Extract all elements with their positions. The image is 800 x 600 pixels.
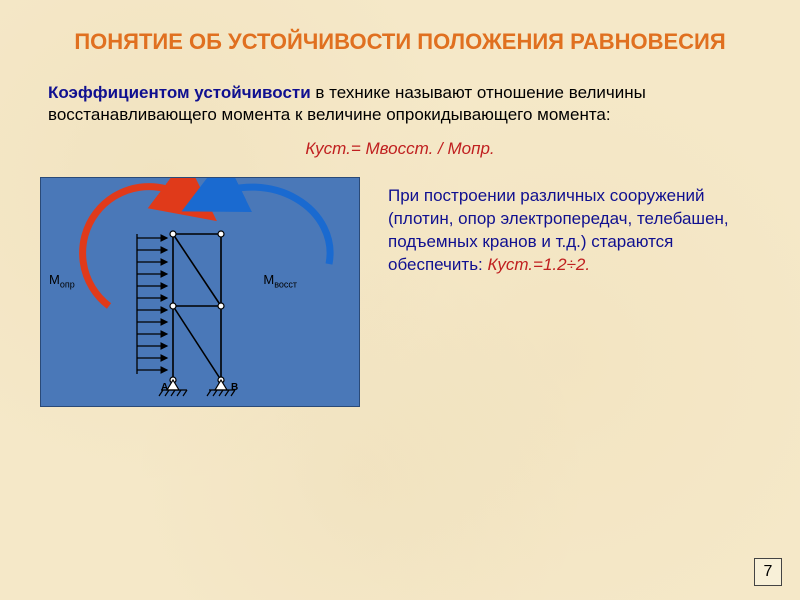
content-row: Мопр Мвосст bbox=[0, 177, 800, 407]
node-label-B: В bbox=[231, 382, 238, 393]
node-label-A: А bbox=[161, 382, 168, 393]
page-number: 7 bbox=[754, 558, 782, 586]
diagram-svg: А В bbox=[41, 178, 361, 408]
truss-joints bbox=[170, 231, 224, 383]
intro-paragraph: Коэффициентом устойчивости в технике наз… bbox=[0, 64, 800, 132]
load-arrows bbox=[137, 238, 167, 370]
label-m-opr: Мопр bbox=[49, 272, 75, 290]
intro-lead: Коэффициентом устойчивости bbox=[48, 83, 311, 102]
formula: Куст.= Мвосст. / Мопр. bbox=[0, 131, 800, 177]
page-title: ПОНЯТИЕ ОБ УСТОЙЧИВОСТИ ПОЛОЖЕНИЯ РАВНОВ… bbox=[0, 0, 800, 64]
arrow-m-vosst bbox=[213, 188, 330, 265]
side-coef: Куст.=1.2÷2. bbox=[488, 255, 591, 274]
truss-structure bbox=[173, 234, 221, 380]
side-paragraph: При построении различных сооружений (пло… bbox=[388, 177, 770, 277]
moment-diagram: Мопр Мвосст bbox=[40, 177, 360, 407]
label-m-vosst: Мвосст bbox=[263, 272, 297, 290]
